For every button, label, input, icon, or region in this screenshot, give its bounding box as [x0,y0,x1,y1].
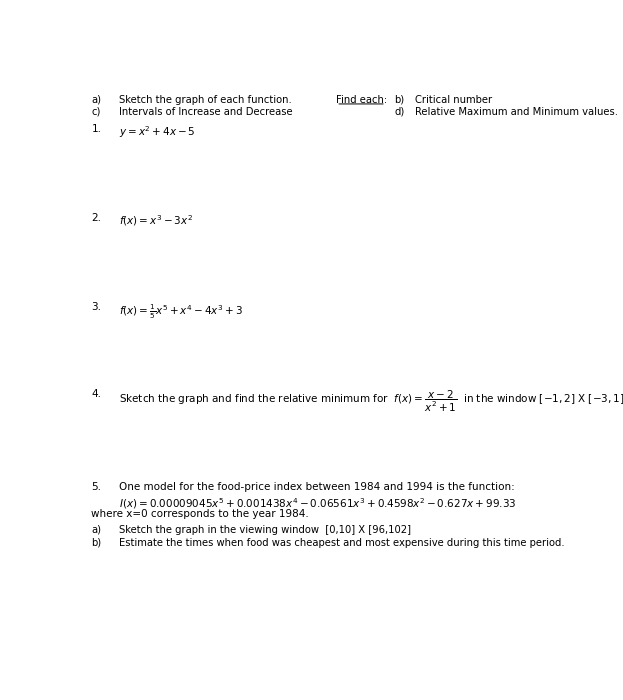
Text: where x=0 corresponds to the year 1984.: where x=0 corresponds to the year 1984. [92,509,309,519]
Text: a): a) [92,94,102,105]
Text: Critical number: Critical number [415,94,492,105]
Text: 5.: 5. [92,482,102,492]
Text: Estimate the times when food was cheapest and most expensive during this time pe: Estimate the times when food was cheapes… [119,538,564,548]
Text: 2.: 2. [92,214,102,223]
Text: Find each:: Find each: [336,94,388,105]
Text: 4.: 4. [92,389,102,398]
Text: One model for the food-price index between 1984 and 1994 is the function:: One model for the food-price index betwe… [119,482,515,492]
Text: Sketch the graph and find the relative minimum for  $f(x) = \dfrac{x-2}{x^2+1}$ : Sketch the graph and find the relative m… [119,389,623,414]
Text: a): a) [92,525,102,535]
Text: b): b) [92,538,102,548]
Text: Sketch the graph of each function.: Sketch the graph of each function. [119,94,292,105]
Text: c): c) [92,106,101,117]
Text: $f(x) = \frac{1}{5}x^5 + x^4 - 4x^3 + 3$: $f(x) = \frac{1}{5}x^5 + x^4 - 4x^3 + 3$ [119,302,242,321]
Text: $y = x^2 + 4x - 5$: $y = x^2 + 4x - 5$ [119,125,196,140]
Text: b): b) [394,94,404,105]
Text: Intervals of Increase and Decrease: Intervals of Increase and Decrease [119,106,293,117]
Text: $f(x) = x^3 - 3x^2$: $f(x) = x^3 - 3x^2$ [119,214,193,228]
Text: 1.: 1. [92,125,102,134]
Text: Relative Maximum and Minimum values.: Relative Maximum and Minimum values. [415,106,618,117]
Text: 3.: 3. [92,302,102,312]
Text: d): d) [394,106,404,117]
Text: Sketch the graph in the viewing window  [0,10] X [96,102]: Sketch the graph in the viewing window [… [119,525,411,535]
Text: $I(x) = 0.00009045x^5 + 0.001438x^4 - 0.06561x^3 + 0.4598x^2 - 0.627x + 99.33$: $I(x) = 0.00009045x^5 + 0.001438x^4 - 0.… [119,496,516,510]
